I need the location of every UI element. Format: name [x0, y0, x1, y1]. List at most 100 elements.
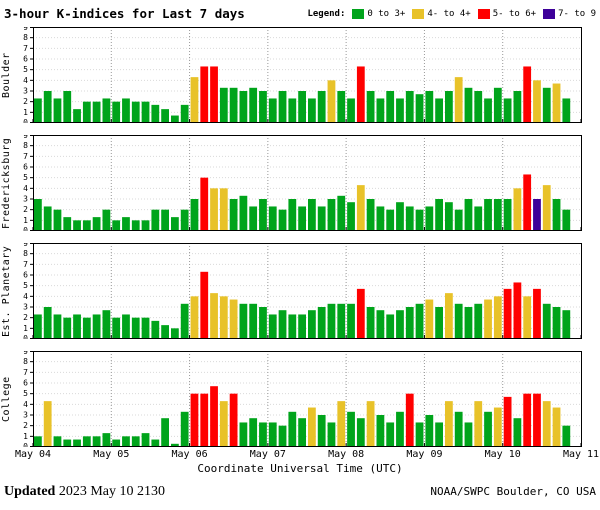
- k-bar: [523, 66, 532, 123]
- k-bar: [513, 188, 522, 231]
- k-bar: [552, 407, 561, 447]
- y-tick-label: 8: [23, 33, 28, 42]
- y-tick-label: 8: [23, 357, 28, 366]
- k-bar: [171, 328, 179, 339]
- k-bar: [327, 199, 336, 231]
- k-bar: [200, 271, 209, 339]
- legend-item-label: 0 to 3+: [367, 8, 406, 19]
- k-bar: [219, 296, 228, 339]
- k-bar: [43, 401, 52, 447]
- k-bar: [131, 436, 140, 447]
- y-tick-label: 2: [23, 205, 28, 214]
- k-bar: [396, 411, 404, 447]
- panel-fredericksburg: Fredericksburg 0 1 2 3 4 5 6 7 8 9: [0, 135, 600, 231]
- k-bar: [298, 206, 306, 231]
- k-bar: [34, 199, 42, 231]
- k-bar: [464, 422, 473, 447]
- k-bar: [63, 439, 72, 447]
- y-tick-label: 4: [23, 400, 28, 409]
- k-bar: [112, 220, 121, 231]
- k-bar: [445, 293, 453, 339]
- k-bar: [190, 296, 199, 339]
- k-bar: [278, 310, 287, 339]
- k-bar: [366, 199, 375, 231]
- k-bar: [396, 98, 404, 123]
- y-tick-label: 5: [23, 389, 28, 398]
- y-tick-label: 5: [23, 173, 28, 182]
- legend-item-label: 5- to 6+: [492, 8, 537, 19]
- k-bar: [464, 87, 473, 123]
- x-tick-label: May 10: [484, 449, 521, 460]
- k-bar: [229, 87, 238, 123]
- y-tick-label: 5: [23, 281, 28, 290]
- k-bar: [376, 310, 385, 339]
- k-bar: [376, 415, 385, 447]
- k-bar: [112, 101, 121, 123]
- panel-plot: 01 23 4 56 7 89: [23, 351, 582, 447]
- k-bar: [542, 87, 551, 123]
- y-tick-label: 6: [23, 163, 28, 172]
- k-bar: [122, 436, 130, 447]
- x-axis-ticks: May 04 May 05 May 06 May 07 May 08 May 09 May …: [0, 449, 600, 462]
- k-bar: [53, 209, 62, 231]
- y-tick-label: 2: [23, 421, 28, 430]
- k-bar: [396, 202, 404, 231]
- k-bar: [347, 202, 355, 231]
- k-bar: [347, 411, 355, 447]
- k-bar: [210, 188, 218, 231]
- k-bar: [268, 422, 277, 447]
- k-bar: [366, 401, 375, 447]
- legend-swatch: [477, 8, 490, 19]
- k-bar: [92, 217, 101, 231]
- k-bar: [523, 296, 532, 339]
- k-bar: [200, 393, 209, 447]
- k-bar: [180, 411, 189, 447]
- k-bar: [278, 91, 287, 123]
- k-bar: [513, 418, 522, 447]
- k-bar: [405, 206, 414, 231]
- k-bar: [219, 188, 228, 231]
- panel-plot: 01 23 4 56 7 89: [23, 243, 582, 339]
- chart-header: 3-hour K-indices for Last 7 days Legend:…: [0, 0, 600, 24]
- k-bar: [82, 101, 91, 123]
- k-bar: [542, 185, 551, 231]
- k-bar: [474, 303, 483, 339]
- k-bar: [161, 109, 169, 123]
- y-tick-label: 1: [23, 324, 28, 333]
- k-bar: [210, 66, 218, 123]
- k-bar: [131, 317, 140, 339]
- y-tick-label: 4: [23, 292, 28, 301]
- k-bar: [435, 98, 443, 123]
- k-bar: [141, 317, 150, 339]
- k-bar: [82, 317, 91, 339]
- legend-item: 7- to 9: [543, 8, 596, 19]
- y-tick-label: 4: [23, 76, 28, 85]
- k-bar: [562, 425, 571, 447]
- k-bar: [122, 98, 130, 123]
- y-tick-label: 0: [23, 118, 28, 123]
- x-tick-label: May 04: [14, 449, 52, 460]
- k-bar: [161, 418, 169, 447]
- panel-boulder: Boulder 0 1 2 3 4 5 6 7 8 9: [0, 27, 600, 123]
- y-tick-label: 2: [23, 313, 28, 322]
- y-tick-label: 6: [23, 55, 28, 64]
- y-tick-label: 6: [23, 271, 28, 280]
- y-tick-label: 9: [23, 243, 28, 248]
- k-bar: [503, 199, 512, 231]
- k-bar: [493, 407, 502, 447]
- k-bar: [131, 220, 140, 231]
- y-tick-label: 8: [23, 249, 28, 258]
- k-bar: [53, 98, 62, 123]
- legend: Legend: 0 to 3+ 4- to 4+ 5- to 6+ 7- to 9: [307, 8, 596, 19]
- legend-swatch: [543, 8, 556, 19]
- k-bar: [366, 91, 375, 123]
- k-bar: [356, 288, 365, 339]
- k-bar: [190, 77, 199, 123]
- k-bar: [454, 303, 463, 339]
- k-bar: [151, 104, 160, 123]
- k-bar: [513, 282, 522, 339]
- panel-border: [33, 27, 582, 123]
- legend-item: 0 to 3+: [352, 8, 406, 19]
- legend-item: 4- to 4+: [412, 8, 471, 19]
- y-tick-label: 0: [23, 334, 28, 339]
